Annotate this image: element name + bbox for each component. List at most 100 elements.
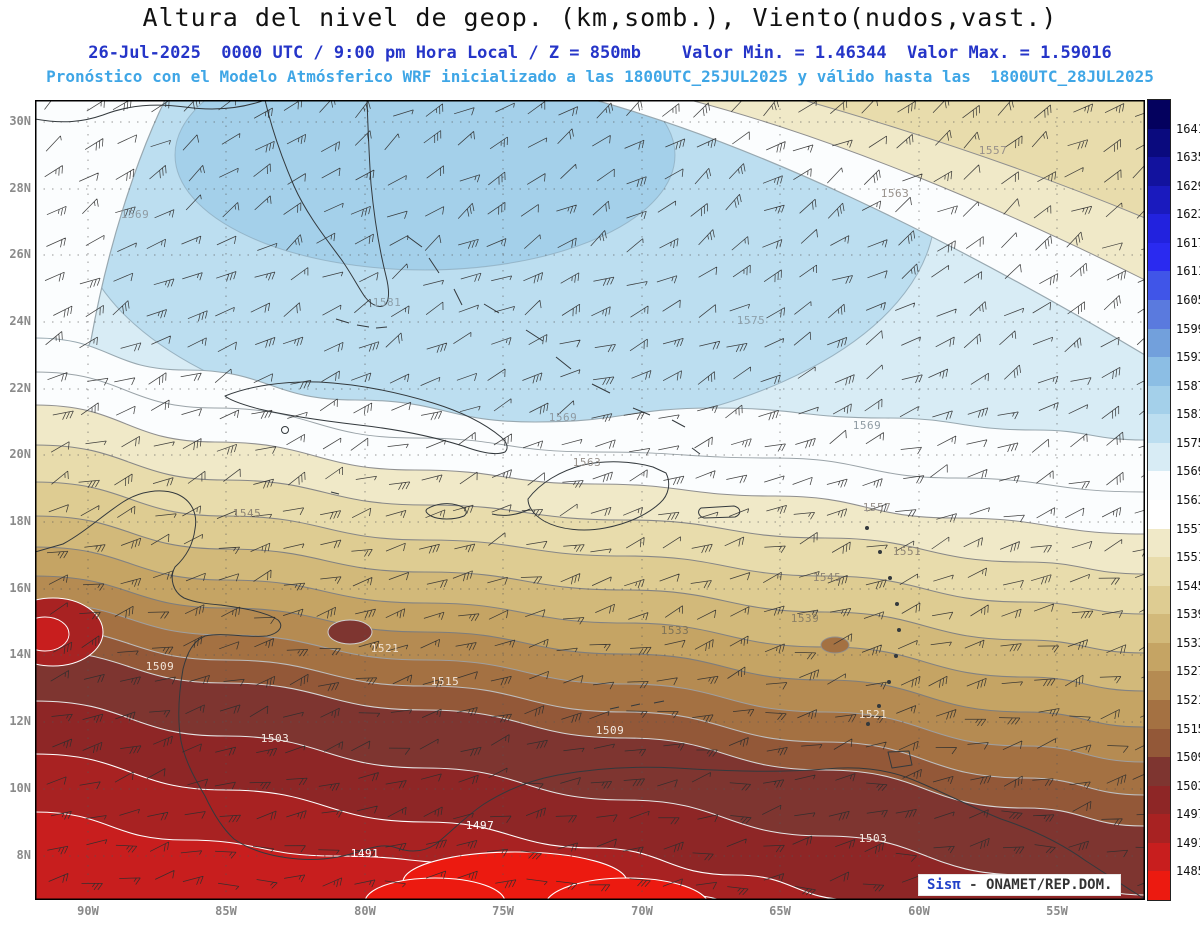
- coastline: [35, 490, 1145, 900]
- chart-title: Altura del nivel de geop. (km,somb.), Vi…: [142, 3, 1058, 32]
- colorbar-cell: [1148, 385, 1170, 415]
- lon-tick-label: 70W: [631, 904, 653, 918]
- contour-label: 1515: [431, 675, 460, 688]
- colorbar-cell: [1148, 471, 1170, 501]
- lon-tick-label: 90W: [77, 904, 99, 918]
- contour-1557-ne: [802, 100, 1145, 219]
- colorbar-cell: [1148, 557, 1170, 587]
- fill-below-1491: [35, 812, 1145, 900]
- colorbar-tick-label: 1563: [1176, 493, 1200, 507]
- island-lesser-antilles: [877, 704, 881, 708]
- colorbar-cell: [1148, 757, 1170, 787]
- watermark-org: ONAMET/REP.DOM.: [986, 877, 1113, 893]
- contour-1503: [35, 700, 1145, 896]
- colorbar-tick-label: 1605: [1176, 293, 1200, 307]
- valid-time-line: 26-Jul-2025 0000 UTC / 9:00 pm Hora Loca…: [88, 43, 1112, 63]
- lon-tick-label: 55W: [1046, 904, 1068, 918]
- lon-tick-label: 80W: [354, 904, 376, 918]
- contour-label: 1557: [979, 144, 1008, 157]
- lat-tick-label: 12N: [9, 714, 31, 728]
- contour-label: 1521: [371, 642, 400, 655]
- contour-label: 1509: [146, 660, 175, 673]
- colorbar-cell: [1148, 328, 1170, 358]
- contour-1539: [35, 515, 1145, 654]
- lon-tick-label: 75W: [492, 904, 514, 918]
- colorbar-tick-label: 1521: [1176, 693, 1200, 707]
- lon-tick-label: 65W: [769, 904, 791, 918]
- map-frame: [35, 100, 1145, 900]
- contour-1497: [35, 753, 873, 900]
- colorbar-cell: [1148, 128, 1170, 158]
- lat-tick-label: 28N: [9, 181, 31, 195]
- island-lesser-antilles: [887, 680, 891, 684]
- lon-tick-label: 85W: [215, 904, 237, 918]
- coastline: [264, 100, 390, 307]
- watermark-brand: Sisπ: [927, 877, 961, 893]
- colorbar-cell: [1148, 100, 1170, 130]
- watermark: Sisπ - ONAMET/REP.DOM.: [918, 874, 1122, 896]
- contour-label: 1569: [549, 411, 578, 424]
- contour-label: 1503: [261, 732, 290, 745]
- colorbar-tick-label: 1569: [1176, 464, 1200, 479]
- island-lesser-antilles: [895, 602, 899, 606]
- colorbar-tick-label: 1557: [1176, 521, 1200, 536]
- colorbar-cell: [1148, 528, 1170, 558]
- contour-label: 1545: [813, 571, 842, 584]
- lon-tick-label: 60W: [908, 904, 930, 918]
- contour-label: 1497: [466, 819, 495, 832]
- contour-1569-ne: [594, 100, 1145, 356]
- contour-1545: [35, 481, 1145, 615]
- colorbar-cell: [1148, 300, 1170, 330]
- coastline: [887, 750, 913, 769]
- contour-label: 1557: [863, 501, 892, 514]
- lat-tick-label: 18N: [9, 514, 31, 528]
- contour-label: 1545: [233, 507, 262, 520]
- colorbar-cell: [1148, 185, 1170, 215]
- fill-below-1485: [364, 877, 506, 900]
- map: 1569 1557 1563 1575 1581 1569 1569 1563 1557 1551…: [35, 100, 1145, 900]
- fill-ne-tan: [803, 100, 1145, 218]
- colorbar-tick-label: 1491: [1176, 835, 1200, 850]
- contour-label: 1509: [596, 724, 625, 737]
- colorbar-tick-label: 1581: [1176, 407, 1200, 422]
- contour-label: 1569: [121, 208, 150, 221]
- colorbar-cell: [1148, 785, 1170, 815]
- colorbar: [1147, 99, 1171, 901]
- contour-label: 1575: [737, 314, 766, 327]
- colorbar-cell: [1148, 242, 1170, 272]
- contour-label: 1563: [573, 456, 602, 469]
- coastline: [35, 100, 266, 123]
- fill-1581-1587: [174, 100, 676, 271]
- contour-1563: [35, 371, 1145, 493]
- coastline: [335, 318, 388, 329]
- colorbar-cell: [1148, 671, 1170, 701]
- closed-low: [327, 619, 373, 645]
- colorbar-tick-label: 1533: [1176, 635, 1200, 650]
- contour-label: 1491: [351, 847, 380, 860]
- colorbar-tick-label: 1587: [1176, 378, 1200, 393]
- colorbar-cell: [1148, 414, 1170, 444]
- colorbar-tick-label: 1599: [1176, 321, 1200, 336]
- island-lesser-antilles: [866, 722, 870, 726]
- colorbar-tick-label: 1575: [1176, 435, 1200, 450]
- colorbar-tick-label: 1629: [1176, 178, 1200, 193]
- colorbar-tick-label: 1593: [1176, 350, 1200, 365]
- weather-map-svg: 1569 1557 1563 1575 1581 1569 1569 1563 1557 1551…: [35, 100, 1145, 900]
- contour-label: 1503: [859, 832, 888, 845]
- colorbar-cell: [1148, 214, 1170, 244]
- colorbar-tick-label: 1635: [1176, 150, 1200, 165]
- contour-label: 1539: [791, 612, 820, 625]
- lat-tick-label: 14N: [9, 647, 31, 661]
- contour-1551: [35, 444, 1145, 575]
- colorbar-tick-label: 1617: [1176, 235, 1200, 250]
- forecast-line: Pronóstico con el Modelo Atmósferico WRF…: [46, 67, 1154, 86]
- colorbar-cell: [1148, 157, 1170, 187]
- island-lesser-antilles: [878, 550, 882, 554]
- contour-label: 1581: [373, 296, 402, 309]
- coastline: [698, 505, 741, 519]
- colorbar-cell: [1148, 357, 1170, 387]
- closed-low-west-core: [35, 616, 70, 652]
- colorbar-cell: [1148, 585, 1170, 615]
